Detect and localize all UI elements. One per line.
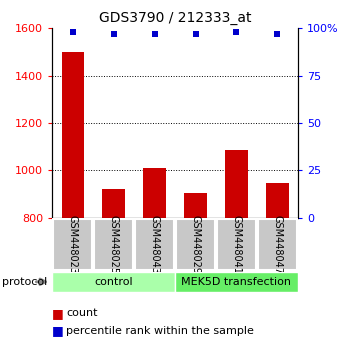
Point [274,31,280,37]
Point [152,31,157,37]
Text: GSM448023: GSM448023 [68,215,78,274]
Bar [184,193,207,218]
Bar [94,219,133,270]
Point [70,29,76,35]
Text: GSM448041: GSM448041 [231,215,242,274]
Bar [225,150,248,218]
Bar [61,52,84,218]
Text: count: count [66,308,97,318]
Bar [175,272,298,292]
Text: GSM448025: GSM448025 [109,215,119,274]
Text: control: control [95,277,133,287]
Title: GDS3790 / 212333_at: GDS3790 / 212333_at [99,11,251,24]
Point [234,29,239,35]
Point [111,31,117,37]
Text: percentile rank within the sample: percentile rank within the sample [66,326,254,336]
Point [193,31,199,37]
Text: GSM448047: GSM448047 [272,215,282,274]
Text: MEK5D transfection: MEK5D transfection [182,277,291,287]
Text: ■: ■ [52,307,64,320]
Bar [52,272,175,292]
Bar [217,219,256,270]
Bar [103,189,125,218]
Text: GSM448043: GSM448043 [149,215,160,274]
Bar [143,168,166,218]
Bar [258,219,297,270]
Bar [266,183,289,218]
Bar [176,219,215,270]
Text: ■: ■ [52,325,64,337]
Bar [53,219,92,270]
Text: protocol: protocol [2,277,47,287]
Text: GSM448029: GSM448029 [191,215,201,274]
Bar [135,219,174,270]
